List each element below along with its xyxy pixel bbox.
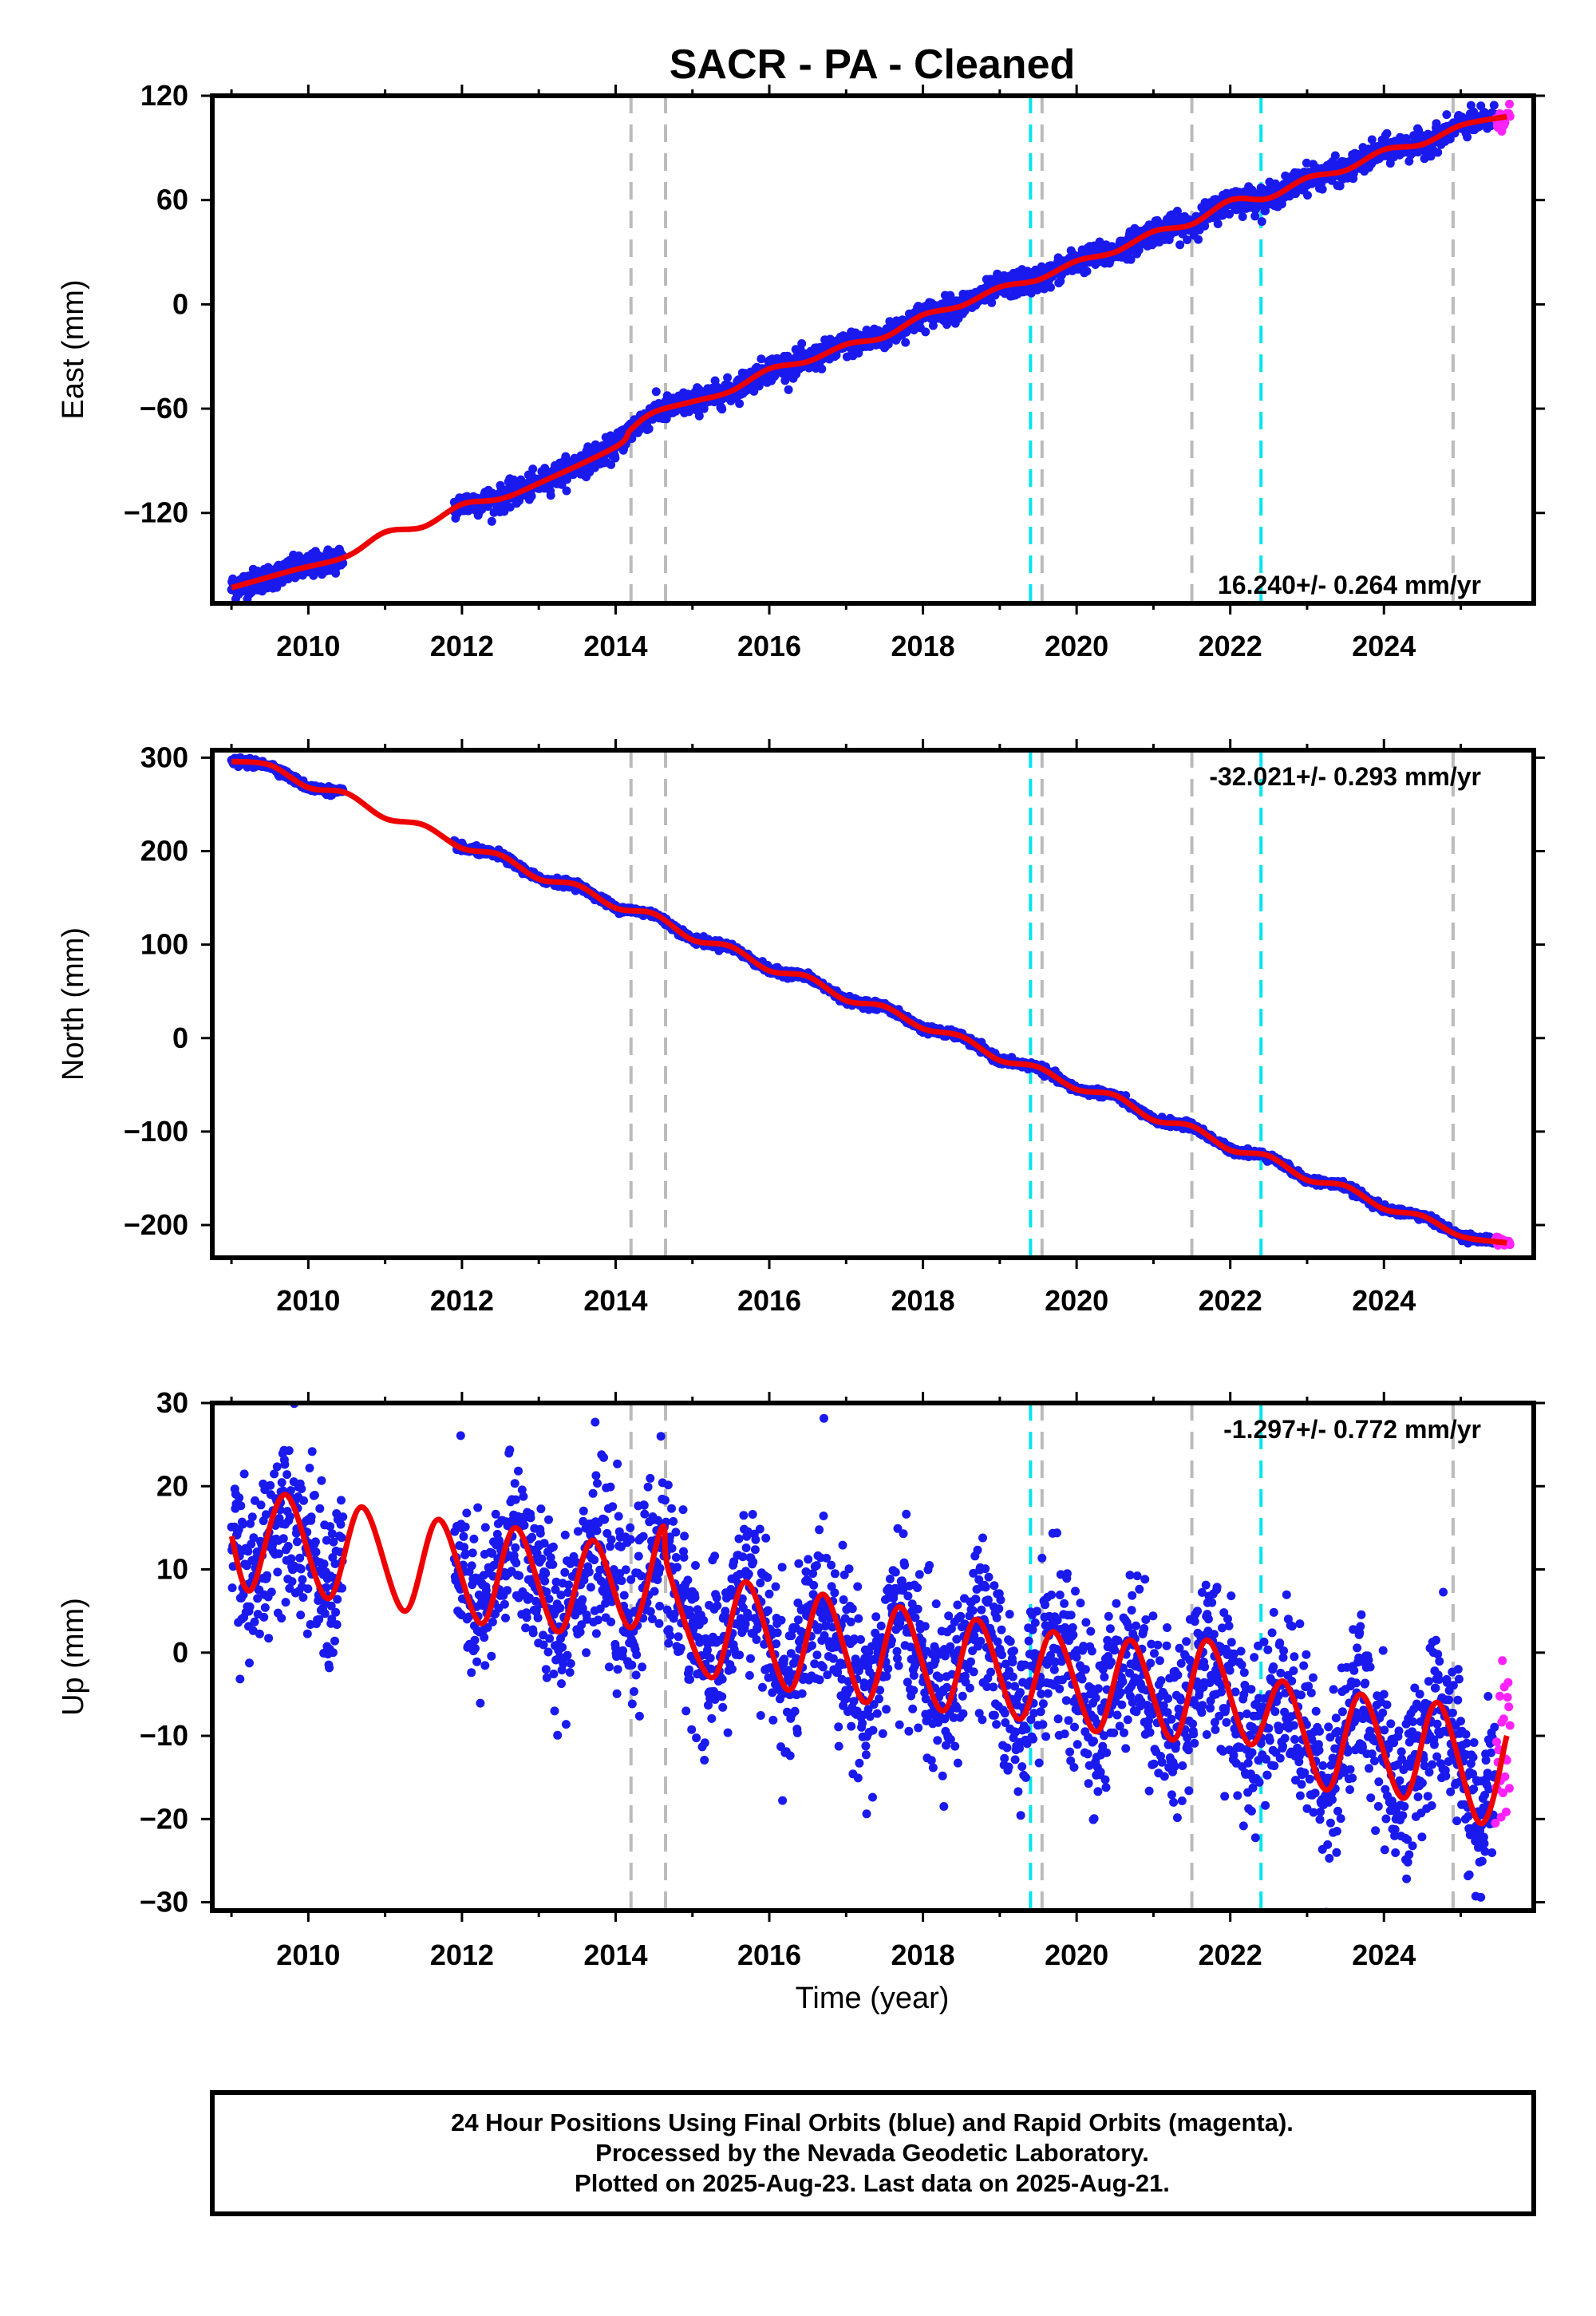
x-tick-label: 2016: [737, 630, 801, 662]
data-point: [1367, 135, 1377, 144]
data-point: [1382, 128, 1392, 138]
data-point: [1250, 211, 1260, 221]
data-point: [1302, 158, 1311, 168]
data-point: [1330, 151, 1340, 160]
data-point: [1183, 235, 1192, 244]
data-point: [817, 364, 827, 373]
data-point: [527, 492, 536, 501]
data-point: [644, 424, 654, 433]
x-tick-label: 2020: [1045, 630, 1108, 662]
east-rate-label: 16.240+/- 0.264 mm/yr: [1218, 571, 1481, 599]
data-point: [487, 516, 496, 526]
data-point: [735, 399, 745, 409]
data-point: [1213, 219, 1223, 228]
east-panel: 120 60 0 −60 −120 2010 2012 2014 2016 2018 2020 202…: [57, 79, 1545, 662]
data-point: [1261, 206, 1270, 215]
data-point: [901, 338, 911, 347]
y-tick-label: 120: [140, 79, 188, 112]
y-tick-label: −60: [140, 392, 188, 425]
data-point: [1238, 212, 1247, 221]
data-point: [685, 407, 693, 417]
data-point: [1442, 110, 1452, 120]
x-tick-label: 2010: [276, 630, 340, 662]
rapid-data-point: [1505, 112, 1515, 121]
y-tick-label: 0: [172, 287, 188, 320]
x-tick-label: 2024: [1352, 630, 1416, 662]
data-point: [1175, 240, 1185, 250]
y-tick-label: −120: [124, 496, 188, 529]
data-point: [1317, 184, 1327, 194]
data-point: [1200, 221, 1210, 231]
data-point: [1257, 217, 1266, 227]
data-point: [562, 486, 571, 496]
data-point: [987, 298, 997, 307]
figure-title: SACR - PA - Cleaned: [670, 41, 1076, 88]
x-tick-label: 2014: [583, 630, 647, 662]
data-point: [717, 405, 727, 414]
data-point: [528, 464, 538, 474]
data-point: [651, 387, 661, 397]
y-tick-label: 60: [156, 184, 188, 216]
rapid-data-point: [1505, 99, 1514, 109]
data-point: [694, 411, 704, 421]
x-tick-label: 2018: [891, 630, 955, 662]
data-point: [546, 491, 555, 500]
data-point: [606, 460, 616, 469]
east-model-curve: [231, 113, 1507, 591]
data-point: [921, 327, 930, 337]
x-tick-label: 2022: [1199, 630, 1262, 662]
data-point: [1335, 181, 1345, 191]
data-point: [1463, 132, 1472, 142]
data-point: [1218, 211, 1227, 220]
data-point: [754, 381, 764, 391]
data-point: [1225, 209, 1235, 219]
data-point: [723, 373, 733, 382]
data-point: [1194, 235, 1203, 244]
data-point: [784, 385, 793, 394]
data-point: [757, 354, 766, 364]
data-point: [610, 453, 620, 463]
data-point: [1489, 101, 1499, 110]
data-point: [1404, 156, 1414, 166]
data-point: [1433, 148, 1443, 157]
data-point: [1082, 267, 1092, 276]
east-y-axis-label: East (mm): [57, 279, 90, 419]
x-tick-label: 2012: [430, 630, 494, 662]
data-point: [928, 321, 938, 330]
data-point: [1126, 255, 1136, 264]
data-point: [1303, 191, 1312, 200]
data-point: [1046, 283, 1055, 292]
east-plot-frame: [210, 93, 1536, 606]
data-point: [797, 339, 807, 348]
data-point: [505, 503, 515, 512]
